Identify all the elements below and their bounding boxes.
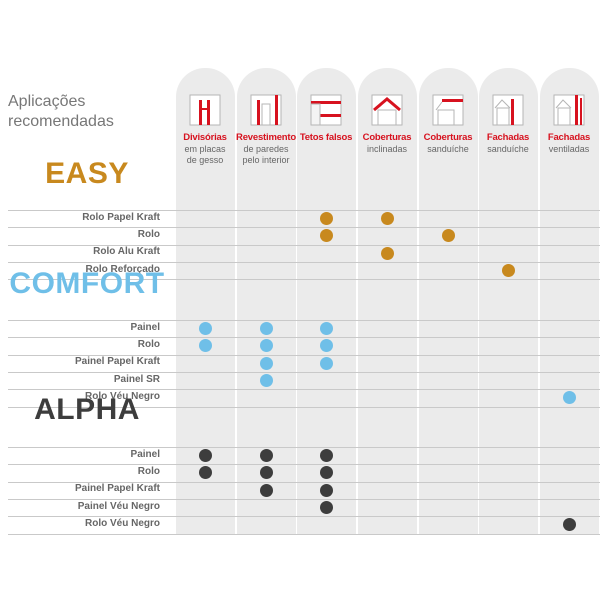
product-label: Rolo Véu Negro <box>84 390 160 402</box>
column-sublabel: em placas de gesso <box>184 144 226 165</box>
recommended-dot <box>319 322 333 336</box>
row-divider <box>8 354 600 356</box>
recommended-dot <box>319 212 333 226</box>
recommended-dot <box>501 264 515 278</box>
row-divider <box>8 261 600 263</box>
section-title-easy: EASY <box>45 157 129 190</box>
product-label: Rolo Papel Kraft <box>82 211 160 223</box>
recommended-dot <box>380 246 394 260</box>
recommended-dot <box>259 374 273 388</box>
column-label: Revestimento <box>236 132 296 143</box>
row-divider <box>8 244 600 246</box>
column-background <box>478 68 538 535</box>
product-label: Painel <box>130 321 160 333</box>
row-divider <box>8 320 600 321</box>
recommended-dot <box>259 483 273 497</box>
sandwich-roof-icon <box>430 90 466 126</box>
product-label: Painel SR <box>113 373 160 385</box>
row-divider <box>8 464 600 466</box>
recommended-dot <box>380 212 394 226</box>
column-label: Fachadas <box>547 132 591 143</box>
column-label: Fachadas <box>486 132 530 143</box>
page-title: Aplicações recomendadas <box>8 93 114 130</box>
recommended-dot <box>319 356 333 370</box>
recommended-dot <box>198 449 212 463</box>
ventilated-facade-icon <box>551 90 587 126</box>
product-label: Painel Papel Kraft <box>74 356 160 368</box>
pitched-roof-icon <box>369 90 405 126</box>
recommended-dot <box>562 391 576 405</box>
section-title-alpha: ALPHA <box>34 393 140 426</box>
product-label: Rolo <box>137 338 160 350</box>
column-background <box>418 68 478 535</box>
product-label: Rolo Véu Negro <box>84 517 160 529</box>
false-ceiling-icon <box>308 90 344 126</box>
column-sublabel: de paredes pelo interior <box>242 144 290 165</box>
recommended-dot <box>319 466 333 480</box>
recommended-dot <box>198 466 212 480</box>
recommended-dot <box>198 339 212 353</box>
row-divider <box>8 533 600 535</box>
row-divider <box>8 389 600 391</box>
column-label: Tetos falsos <box>299 132 353 143</box>
product-label: Rolo <box>137 228 160 240</box>
recommended-dot <box>319 339 333 353</box>
column-label: Divisórias <box>183 132 227 143</box>
row-divider <box>8 337 600 339</box>
product-label: Painel Véu Negro <box>77 500 160 512</box>
product-label: Rolo Alu Kraft <box>93 246 160 258</box>
recommended-dot <box>319 483 333 497</box>
recommended-dot <box>259 449 273 463</box>
row-divider <box>8 279 600 281</box>
row-divider <box>8 371 600 373</box>
recommended-dot <box>562 518 576 532</box>
row-divider <box>8 516 600 518</box>
row-divider <box>8 447 600 448</box>
recommended-dot <box>259 356 273 370</box>
column-background <box>357 68 417 535</box>
column-sublabel: sanduíche <box>487 144 529 154</box>
column-label: Coberturas <box>423 132 473 143</box>
row-divider <box>8 498 600 500</box>
recommended-dot <box>259 339 273 353</box>
partition-wall-icon <box>187 90 223 126</box>
product-label: Painel <box>130 448 160 460</box>
column-sublabel: sanduíche <box>427 144 469 154</box>
product-label: Rolo <box>137 465 160 477</box>
recommended-dot <box>319 229 333 243</box>
recommended-dot <box>319 449 333 463</box>
row-divider <box>8 210 600 211</box>
column-sublabel: ventiladas <box>548 144 590 154</box>
recommended-dot <box>441 229 455 243</box>
column-sublabel: inclinadas <box>366 144 408 154</box>
recommended-dot <box>259 322 273 336</box>
recommended-dot <box>198 322 212 336</box>
product-label: Rolo Reforçado <box>85 263 160 275</box>
wall-lining-icon <box>248 90 284 126</box>
sandwich-facade-icon <box>490 90 526 126</box>
product-label: Painel Papel Kraft <box>74 483 160 495</box>
column-label: Coberturas <box>362 132 412 143</box>
row-divider <box>8 481 600 483</box>
row-divider <box>8 406 600 408</box>
section-title-comfort: COMFORT <box>9 267 165 300</box>
column-background <box>539 68 599 535</box>
recommended-dot <box>259 466 273 480</box>
row-divider <box>8 227 600 229</box>
recommended-dot <box>319 501 333 515</box>
